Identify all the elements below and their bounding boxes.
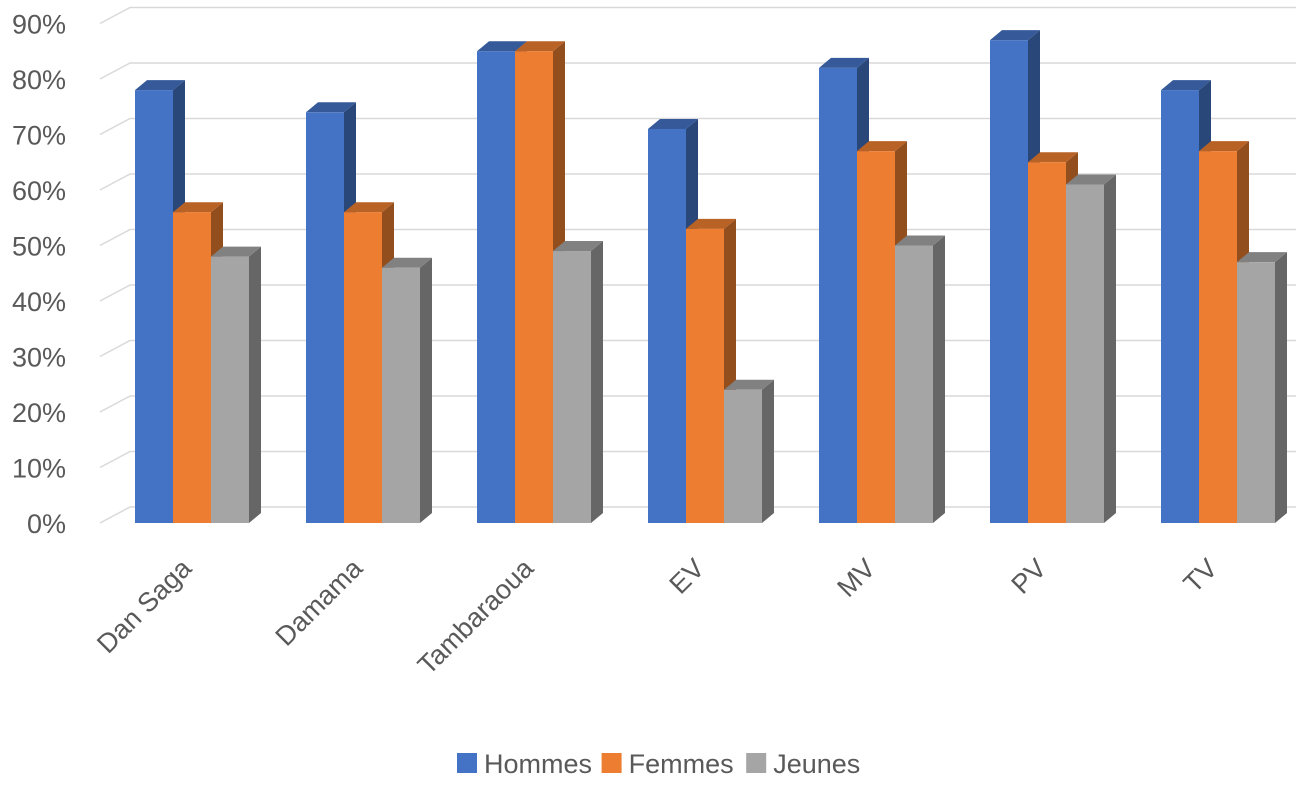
bars <box>135 30 1287 524</box>
gridline <box>99 62 1296 80</box>
y-axis-tick-labels: 0% 10% 20% 30% 40% 50% 60% 70% 80% 90% <box>12 10 66 540</box>
bar-top <box>1028 152 1078 163</box>
gridline <box>99 228 1296 247</box>
bar-side <box>1104 174 1116 523</box>
bar-front <box>1161 90 1199 523</box>
bar-top <box>990 30 1040 41</box>
bar-side <box>420 257 432 523</box>
y-tick-label: 10% <box>12 454 66 484</box>
y-tick-label: 40% <box>12 287 66 317</box>
x-tick-label: TV <box>1178 553 1224 599</box>
x-tick-label: Damama <box>270 552 369 651</box>
bar-side <box>933 235 945 523</box>
bar-front <box>135 90 173 523</box>
bar-top <box>515 41 565 52</box>
legend-swatch <box>746 753 767 773</box>
bar-front <box>382 267 420 523</box>
bar-front <box>553 251 591 524</box>
y-tick-label: 90% <box>12 10 66 40</box>
y-tick-label: 80% <box>12 65 66 95</box>
bar-top <box>724 379 774 390</box>
bar-jeunes <box>553 241 603 524</box>
bar-front <box>648 128 686 523</box>
bar-side <box>591 241 603 524</box>
bar-front <box>515 51 553 523</box>
bar-top <box>173 202 223 213</box>
bar-top <box>1199 141 1249 152</box>
y-tick-label: 20% <box>12 398 66 428</box>
bar-top <box>686 218 736 229</box>
legend-label: Femmes <box>629 749 734 779</box>
x-tick-label: MV <box>831 553 881 603</box>
bar-front <box>1028 162 1066 523</box>
bar-top <box>895 235 945 246</box>
legend-swatch <box>457 753 477 773</box>
bar-top <box>344 202 394 213</box>
bar-front <box>895 245 933 523</box>
bar-front <box>344 212 382 523</box>
bar-jeunes <box>211 246 261 523</box>
bar-front <box>1237 262 1275 523</box>
x-tick-label: Dan Saga <box>91 552 198 659</box>
legend-swatch <box>601 753 622 773</box>
y-tick-label: 0% <box>27 509 66 539</box>
gridline <box>99 173 1296 191</box>
bar-jeunes <box>895 235 945 523</box>
bar-top <box>477 41 527 52</box>
bar-front <box>686 228 724 523</box>
y-tick-label: 60% <box>12 176 66 206</box>
legend: Hommes Femmes Jeunes <box>457 749 860 779</box>
gridline <box>99 6 1296 25</box>
bar-top <box>1237 252 1287 263</box>
bar-front <box>477 51 515 523</box>
x-axis-tick-labels: Dan Saga Damama Tambaraoua EV MV PV TV <box>91 552 1223 680</box>
bar-jeunes <box>1237 252 1287 523</box>
bar-top <box>648 118 698 129</box>
bar-side <box>1275 252 1287 523</box>
bar-jeunes <box>382 257 432 523</box>
x-tick-label: PV <box>1006 553 1053 600</box>
bar-front <box>1199 151 1237 523</box>
bar-front <box>857 151 895 523</box>
bar-jeunes <box>724 379 774 523</box>
bar-front <box>990 40 1028 524</box>
bar-front <box>724 389 762 523</box>
gridlines <box>99 6 1296 524</box>
bar-hommes <box>648 118 698 523</box>
bar-side <box>762 379 774 523</box>
bar-top <box>211 246 261 257</box>
bar-top <box>1161 80 1211 91</box>
gridline <box>99 117 1296 136</box>
legend-item: Hommes <box>457 749 592 779</box>
bar-front <box>819 67 857 524</box>
bar-front <box>211 256 249 523</box>
bar-femmes <box>1199 141 1249 523</box>
x-tick-label: EV <box>664 553 711 600</box>
y-tick-label: 50% <box>12 232 66 262</box>
bar-side <box>249 246 261 523</box>
x-tick-label: Tambaraoua <box>412 552 540 680</box>
bar-top <box>553 241 603 252</box>
legend-label: Hommes <box>484 749 592 779</box>
bar-front <box>1066 184 1104 523</box>
bar-front <box>173 212 211 523</box>
bar-top <box>382 257 432 268</box>
bar-top <box>135 80 185 91</box>
bar-front <box>306 112 344 524</box>
legend-item: Femmes <box>601 749 734 779</box>
legend-item: Jeunes <box>746 749 860 779</box>
bar-top <box>1066 174 1116 185</box>
legend-label: Jeunes <box>773 749 860 779</box>
bar-top <box>819 57 869 68</box>
bar-top <box>857 141 907 152</box>
y-tick-label: 30% <box>12 343 66 373</box>
y-tick-label: 70% <box>12 121 66 151</box>
bar-top <box>306 102 356 113</box>
bar-jeunes <box>1066 174 1116 523</box>
